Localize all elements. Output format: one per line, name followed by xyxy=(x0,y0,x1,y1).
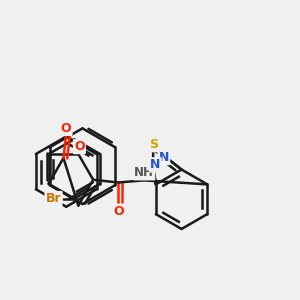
Text: Br: Br xyxy=(46,192,62,205)
Text: O: O xyxy=(113,205,124,218)
Text: O: O xyxy=(74,140,85,153)
Text: NH: NH xyxy=(134,166,154,179)
Text: S: S xyxy=(148,138,158,151)
Text: N: N xyxy=(150,158,160,171)
Text: O: O xyxy=(61,122,71,135)
Text: N: N xyxy=(159,151,169,164)
